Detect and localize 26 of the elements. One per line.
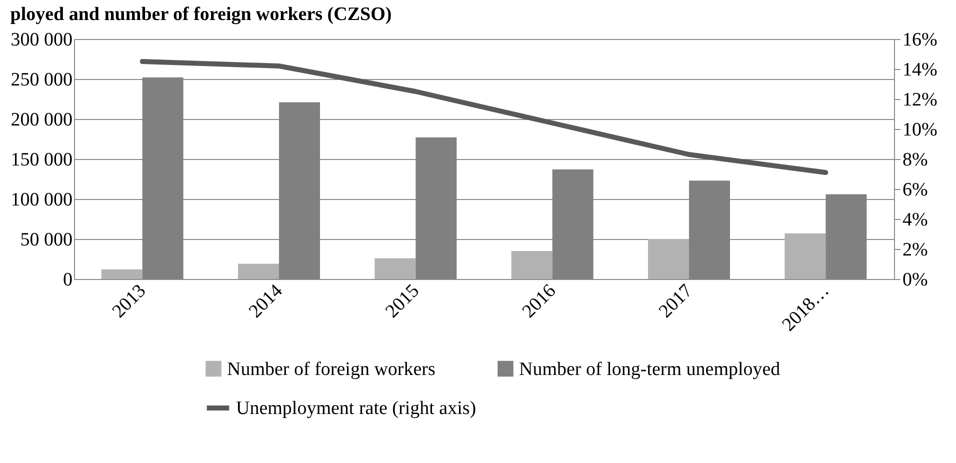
y-tick-label: 50 000	[20, 230, 72, 250]
y2-tick-label: 16%	[902, 30, 938, 50]
y-tick-label: 100 000	[10, 190, 72, 210]
y2-tick-label: 12%	[902, 90, 938, 110]
bar	[101, 269, 142, 279]
y2-tick-label: 8%	[902, 150, 928, 170]
y-tick-label: 150 000	[10, 150, 72, 170]
y2-tick-label: 10%	[902, 120, 938, 140]
y-tick-label: 200 000	[10, 110, 72, 130]
y-tick-label: 300 000	[10, 30, 72, 50]
bar	[648, 239, 689, 279]
legend-label: Unemployment rate (right axis)	[236, 398, 476, 419]
y2-tick-label: 14%	[902, 60, 938, 80]
chart-title: ployed and number of foreign workers (CZSO)	[10, 4, 392, 25]
legend-label: Number of foreign workers	[227, 358, 436, 380]
y2-tick-label: 0%	[902, 270, 928, 290]
bar	[784, 233, 826, 279]
bar	[374, 258, 416, 279]
y2-tick-label: 4%	[902, 210, 928, 230]
y-tick-label: 250 000	[10, 70, 72, 90]
y2-tick-label: 2%	[902, 240, 928, 260]
bar	[511, 251, 552, 279]
bar	[238, 264, 279, 279]
y2-tick-label: 6%	[902, 180, 928, 200]
legend-label: Number of long-term unemployed	[519, 358, 781, 380]
y-tick-label: 0	[63, 270, 72, 290]
